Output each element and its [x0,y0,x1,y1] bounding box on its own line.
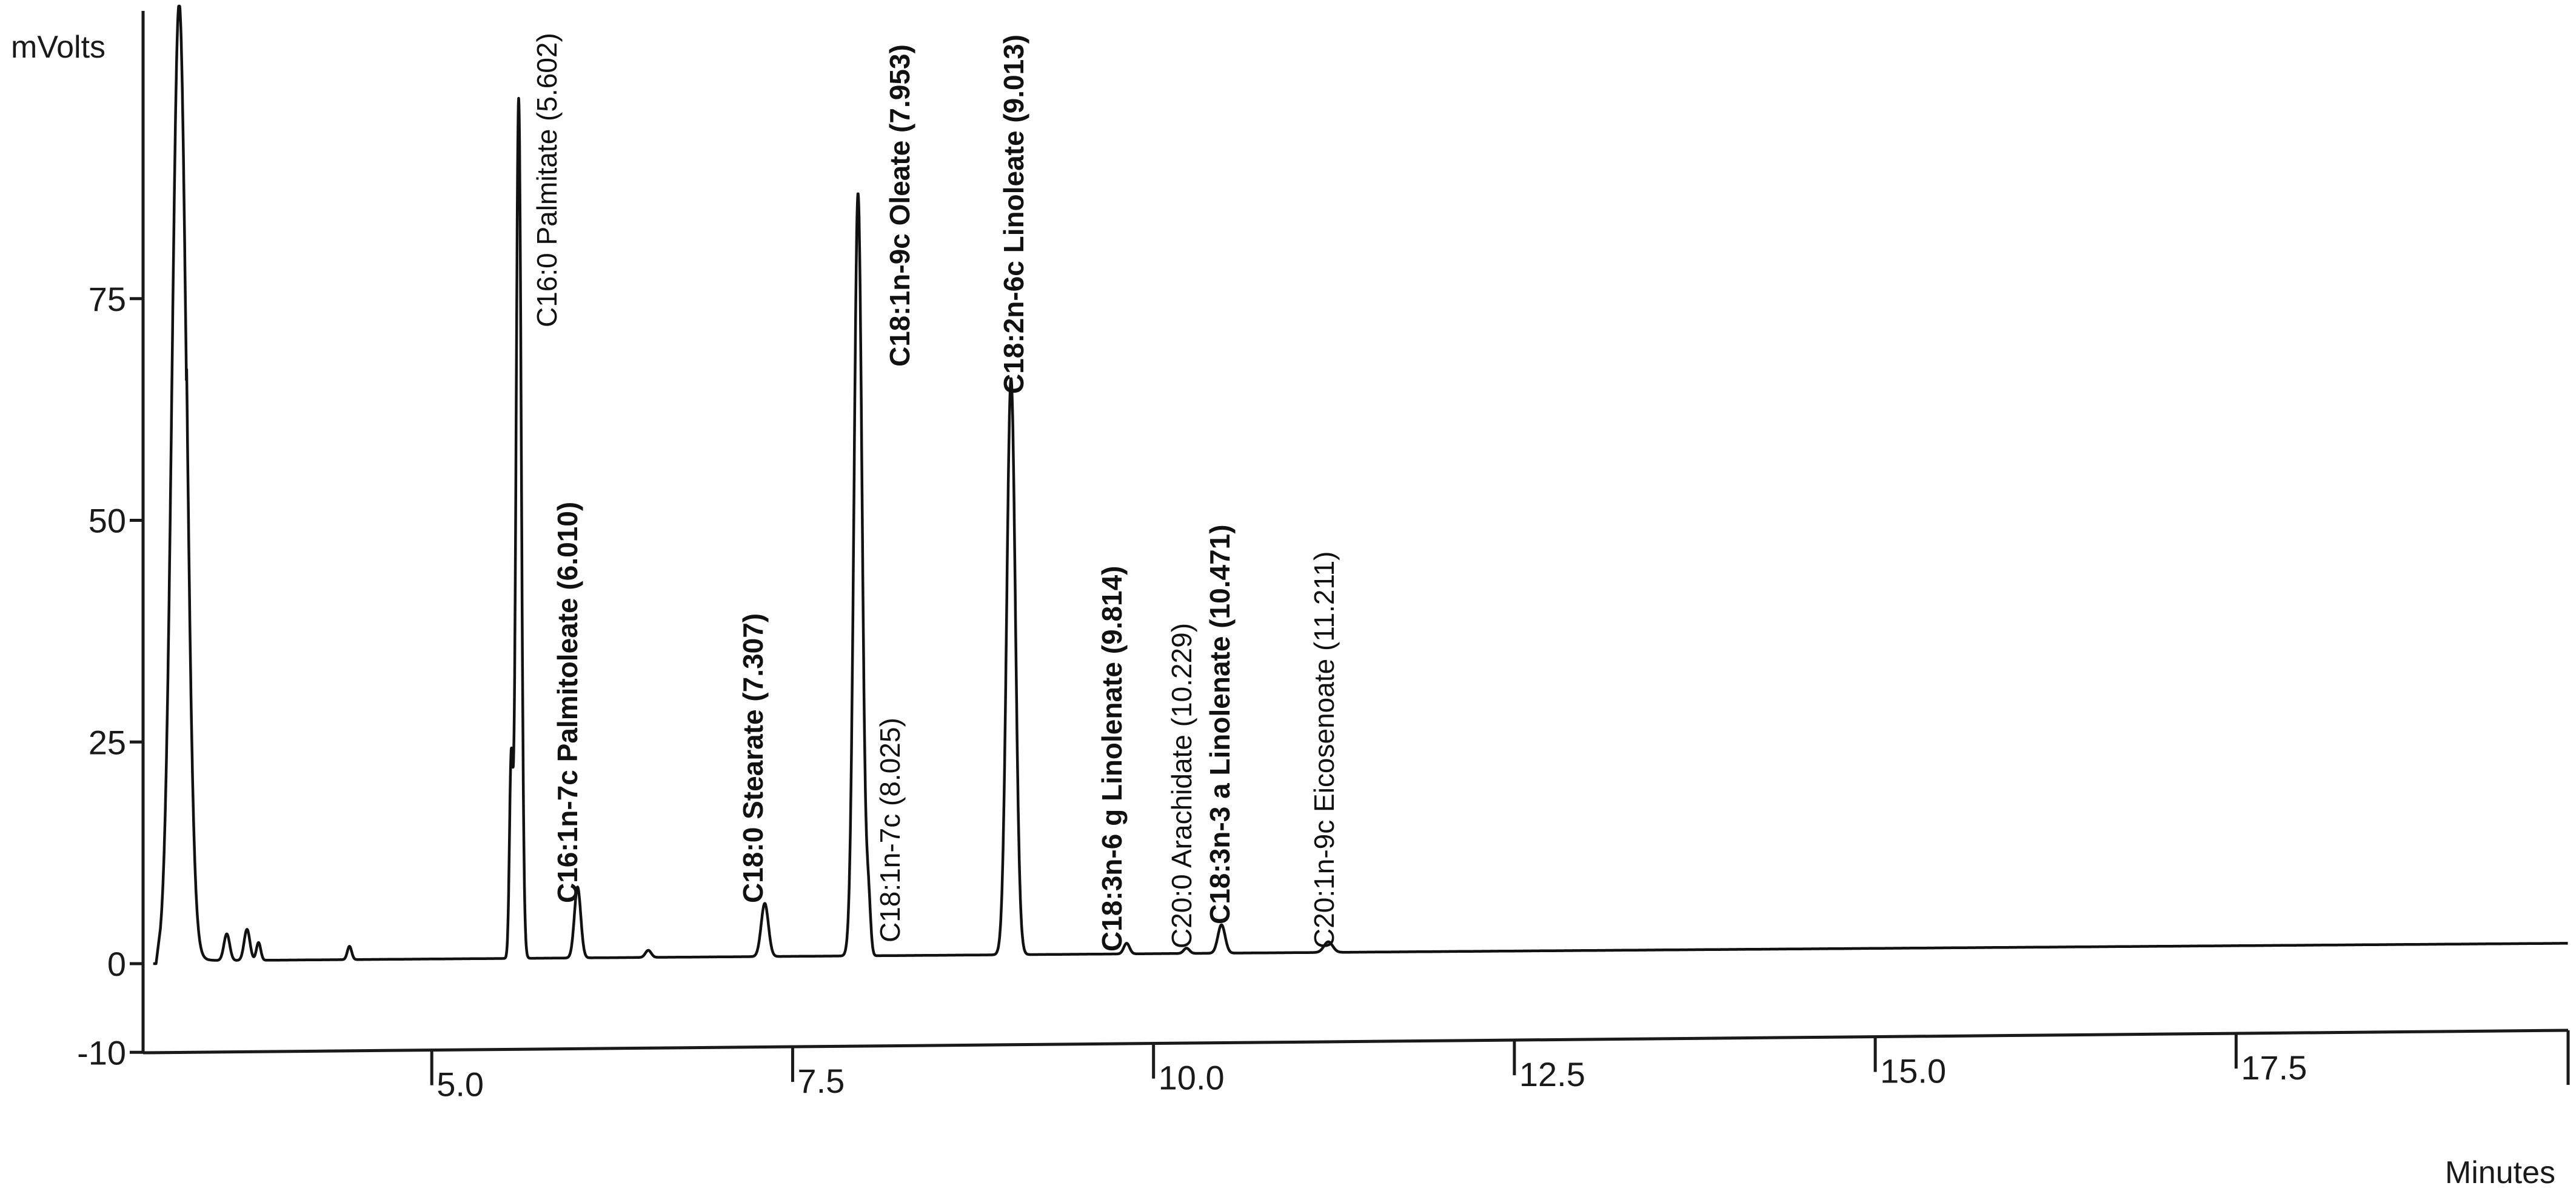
y-tick-label: 50 [89,502,126,540]
peak-label: C18:1n-7c (8.025) [874,718,906,942]
x-tick-label: 12.5 [1519,1055,1585,1093]
peak-label: C16:0 Palmitate (5.602) [531,33,563,327]
y-tick-label: -10 [77,1033,126,1072]
axes: 75 50 25 0 -10 5.0 7.5 10.0 12.5 15.0 17.5 [77,11,2570,1104]
x-axis-line [142,1029,2569,1055]
x-axis-title: Minutes [2445,1155,2555,1190]
y-axis-title: mVolts [11,30,105,65]
peak-label: C20:1n-9c Eicosenoate (11.211) [1308,552,1340,949]
x-tick-label: 15.0 [1880,1052,1946,1090]
y-tick-label: 25 [89,723,126,761]
y-tick-label: 0 [107,945,126,983]
x-tick-label: 7.5 [797,1062,845,1100]
peak-label: C18:2n-6c Linoleate (9.013) [998,35,1029,394]
peak-label: C20:0 Arachidate (10.229) [1166,623,1197,949]
trace-layer [153,4,2569,965]
peak-label: C18:1n-9c Oleate (7.953) [884,44,915,367]
x-tick-label: 5.0 [437,1065,484,1104]
chromatogram-trace [153,4,2569,965]
peak-label: C18:0 Stearate (7.307) [737,613,769,903]
peak-label: C18:3n-3 a Linolenate (10.471) [1204,524,1236,924]
peak-labels: C16:0 Palmitate (5.602) C16:1n-7c Palmito… [531,33,1340,952]
x-tick-label: 17.5 [2241,1049,2307,1087]
peak-label: C18:3n-6 g Linolenate (9.814) [1096,566,1128,952]
peak-label: C16:1n-7c Palmitoleate (6.010) [552,502,583,903]
y-tick-label: 75 [89,280,126,318]
x-tick-label: 10.0 [1159,1059,1225,1097]
